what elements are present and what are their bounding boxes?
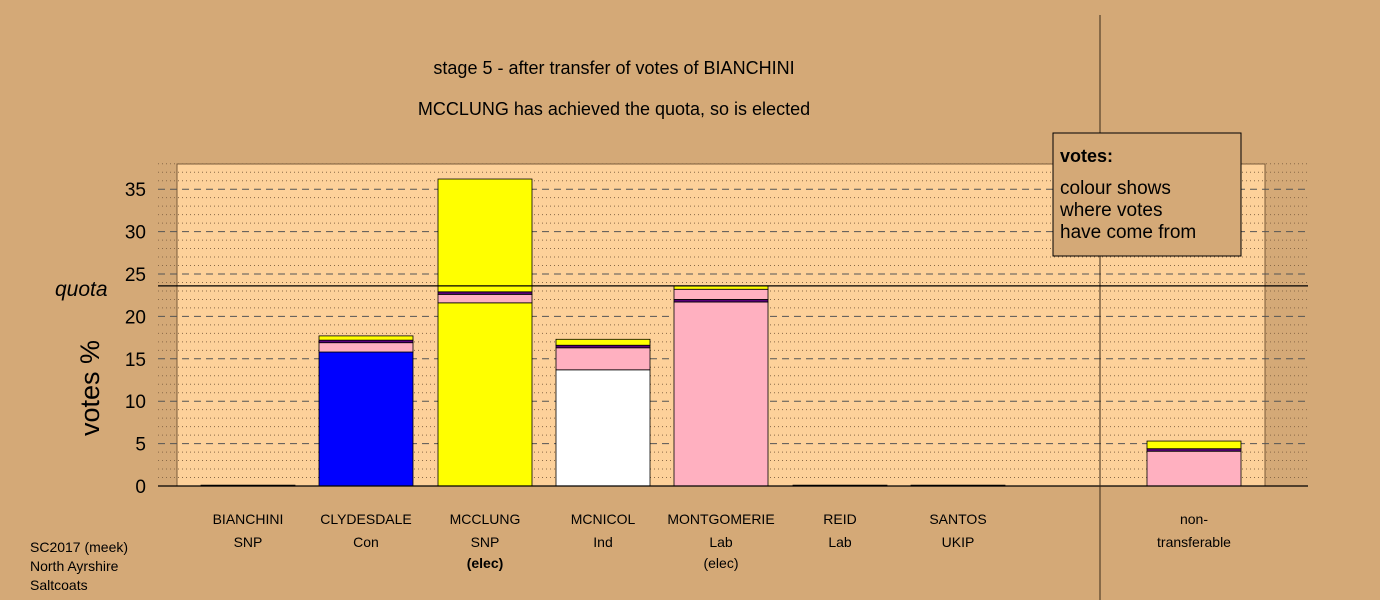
x-label-name: MCCLUNG [450,511,521,527]
x-axis-labels: BIANCHINI SNP CLYDESDALE Con MCCLUNG SNP (elec… [213,511,1232,571]
chart-title: stage 5 - after transfer of votes of BIA… [433,58,794,78]
bar-segment [318,342,414,353]
x-label-party: UKIP [942,534,975,550]
legend-line-2: where votes [1059,200,1162,221]
bar-segment [437,293,533,304]
legend-box [1052,132,1242,257]
bar-segment [673,301,769,487]
x-label-name: MCNICOL [571,511,636,527]
bar-segment [555,338,651,346]
axes [158,15,1308,600]
footer-line-1: SC2017 (meek) [30,539,128,555]
bar-segment [1146,450,1242,487]
bar-segment [673,288,769,300]
y-axis-label: votes % [75,340,105,436]
x-label-name: CLYDESDALE [320,511,412,527]
x-label-name: MONTGOMERIE [667,511,774,527]
quota-label: quota [55,278,108,301]
bar-segment [555,347,651,371]
bar-mcclung [437,178,533,487]
x-label-party: Con [353,534,379,550]
bar-clydesdale [318,335,414,487]
y-tick-label: 10 [125,392,146,413]
legend: votes: colour shows where votes have com… [1052,132,1242,257]
x-label-party: transferable [1157,534,1231,550]
bar-segment [1146,440,1242,450]
footer-line-2: North Ayrshire [30,558,119,574]
chart-subtitle: MCCLUNG has achieved the quota, so is el… [418,99,810,119]
x-label-party: SNP [234,534,263,550]
y-axis-ticks: 0 5 10 15 20 25 30 35 [125,180,146,498]
x-label-status: (elec) [467,555,504,571]
x-label-party: SNP [471,534,500,550]
y-tick-label: 30 [125,223,146,244]
bar-segment [437,178,533,293]
footer-line-3: Saltcoats [30,577,88,593]
y-tick-label: 0 [135,477,146,498]
bar-non [1146,440,1242,487]
bar-mcnicol [555,338,651,487]
footer: SC2017 (meek) North Ayrshire Saltcoats [30,539,128,593]
bar-segment [555,369,651,487]
legend-line-3: have come from [1060,222,1196,243]
bar-segment [318,351,414,487]
y-tick-label: 15 [125,350,146,371]
x-label-name: REID [823,511,856,527]
x-label-party: Lab [709,534,733,550]
y-tick-label: 35 [125,180,146,201]
x-label-name: BIANCHINI [213,511,284,527]
x-label-party: Lab [828,534,852,550]
legend-line-1: colour shows [1060,178,1171,199]
y-tick-label: 20 [125,307,146,328]
x-label-name: non- [1180,511,1208,527]
bars [200,178,1242,487]
x-label-party: Ind [593,534,612,550]
bar-montgomerie [673,285,769,487]
y-tick-label: 25 [125,265,146,286]
x-label-status: (elec) [703,555,738,571]
y-tick-label: 5 [135,435,146,456]
x-label-name: SANTOS [929,511,986,527]
legend-title: votes: [1060,146,1113,166]
bar-segment [318,335,414,341]
bar-segment [437,302,533,487]
